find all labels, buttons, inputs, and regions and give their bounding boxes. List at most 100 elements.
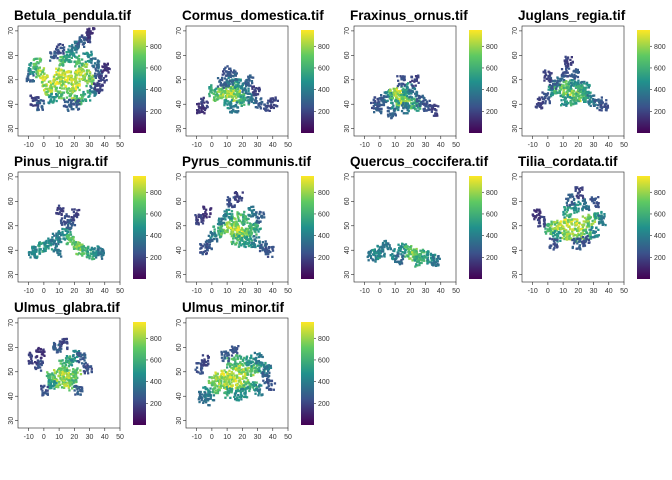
- raster-cell: [269, 98, 272, 102]
- raster-cell: [230, 203, 233, 206]
- raster-cell: [243, 217, 246, 220]
- raster-cell: [232, 75, 235, 78]
- raster-cell: [87, 40, 90, 43]
- raster-cell: [604, 105, 607, 108]
- raster-cell: [593, 231, 596, 235]
- raster-cell: [424, 105, 427, 108]
- raster-cell: [538, 98, 542, 101]
- raster-cell: [394, 114, 397, 117]
- raster-cell: [96, 245, 99, 248]
- y-tick-label: 60: [8, 197, 15, 205]
- map-panel: Quercus_coccifera.tif-10 0 10 20 30 40 5030405…: [344, 154, 498, 295]
- raster-cell: [91, 57, 95, 60]
- raster-cell: [259, 107, 262, 110]
- raster-cell: [78, 252, 81, 255]
- raster-cell: [61, 209, 64, 212]
- raster-cell: [74, 98, 77, 101]
- raster-cell: [204, 249, 207, 253]
- raster-cell: [38, 242, 41, 245]
- raster-cell: [74, 373, 78, 376]
- raster-cell: [402, 247, 406, 250]
- raster-cell: [435, 264, 438, 267]
- raster-cell: [53, 79, 57, 82]
- raster-cell: [576, 196, 579, 199]
- x-tick-label: -10: [528, 142, 538, 149]
- raster-cell: [230, 105, 233, 108]
- raster-cell: [64, 364, 67, 367]
- raster-cell: [532, 214, 535, 218]
- raster-cell: [216, 85, 220, 88]
- raster-cell: [378, 97, 381, 100]
- raster-cell: [51, 372, 54, 375]
- raster-cell: [573, 101, 576, 104]
- raster-cell: [393, 91, 396, 94]
- raster-cell: [599, 100, 602, 104]
- raster-cell: [205, 213, 208, 216]
- raster-cell: [55, 99, 58, 103]
- raster-cell: [552, 82, 555, 86]
- y-tick-label: 50: [344, 222, 351, 230]
- raster-cell: [582, 86, 586, 90]
- panel-title: Juglans_regia.tif: [518, 8, 626, 23]
- raster-cell: [98, 90, 102, 93]
- raster-cell: [223, 104, 226, 107]
- raster-cell: [250, 225, 253, 228]
- raster-cell: [56, 370, 59, 373]
- raster-cell: [556, 225, 559, 228]
- raster-cell: [63, 83, 66, 86]
- raster-cell: [404, 91, 407, 94]
- raster-cell: [201, 253, 204, 256]
- raster-cell: [237, 212, 240, 215]
- raster-cell: [404, 95, 408, 98]
- raster-cell: [569, 96, 572, 99]
- raster-cell: [565, 100, 568, 104]
- colorbar-tick-label: 600: [486, 65, 498, 72]
- raster-cell: [35, 65, 38, 69]
- raster-cell: [75, 375, 78, 378]
- raster-cell: [83, 39, 86, 42]
- raster-cell: [76, 367, 79, 370]
- raster-cell: [385, 241, 388, 245]
- raster-cell: [67, 365, 70, 368]
- raster-cell: [381, 103, 384, 106]
- raster-cell: [73, 224, 77, 227]
- raster-cell: [410, 251, 414, 254]
- raster-cell: [561, 236, 564, 240]
- raster-cell: [29, 70, 33, 74]
- raster-cells: [27, 204, 105, 261]
- raster-cell: [574, 186, 577, 189]
- raster-cell: [425, 250, 428, 254]
- raster-cell: [223, 77, 226, 80]
- raster-cell: [241, 228, 244, 231]
- raster-cell: [53, 239, 56, 242]
- colorbar-tick-label: 800: [654, 44, 666, 51]
- raster-cell: [224, 74, 227, 77]
- raster-cell: [377, 256, 380, 259]
- raster-cell: [43, 241, 46, 244]
- raster-cell: [58, 211, 62, 214]
- raster-cell: [107, 67, 110, 70]
- raster-cell: [226, 100, 229, 103]
- raster-cell: [388, 107, 391, 110]
- raster-cell: [376, 257, 380, 261]
- raster-cell: [73, 40, 76, 43]
- raster-cell: [55, 45, 59, 48]
- y-tick-label: 50: [176, 222, 183, 230]
- raster-cell: [36, 104, 39, 107]
- raster-cell: [425, 109, 428, 112]
- raster-cell: [383, 240, 386, 243]
- raster-cell: [383, 96, 386, 99]
- raster-cell: [88, 27, 91, 30]
- raster-cell: [251, 242, 254, 245]
- raster-cell: [223, 223, 226, 226]
- raster-cell: [82, 36, 85, 39]
- raster-cell: [32, 74, 35, 77]
- raster-cell: [232, 196, 235, 199]
- raster-cell: [579, 81, 583, 84]
- raster-cell: [434, 108, 437, 111]
- raster-cell: [95, 84, 98, 87]
- raster-cell: [60, 372, 63, 375]
- raster-cell: [97, 66, 100, 69]
- raster-cell: [431, 255, 435, 258]
- raster-cell: [36, 74, 40, 77]
